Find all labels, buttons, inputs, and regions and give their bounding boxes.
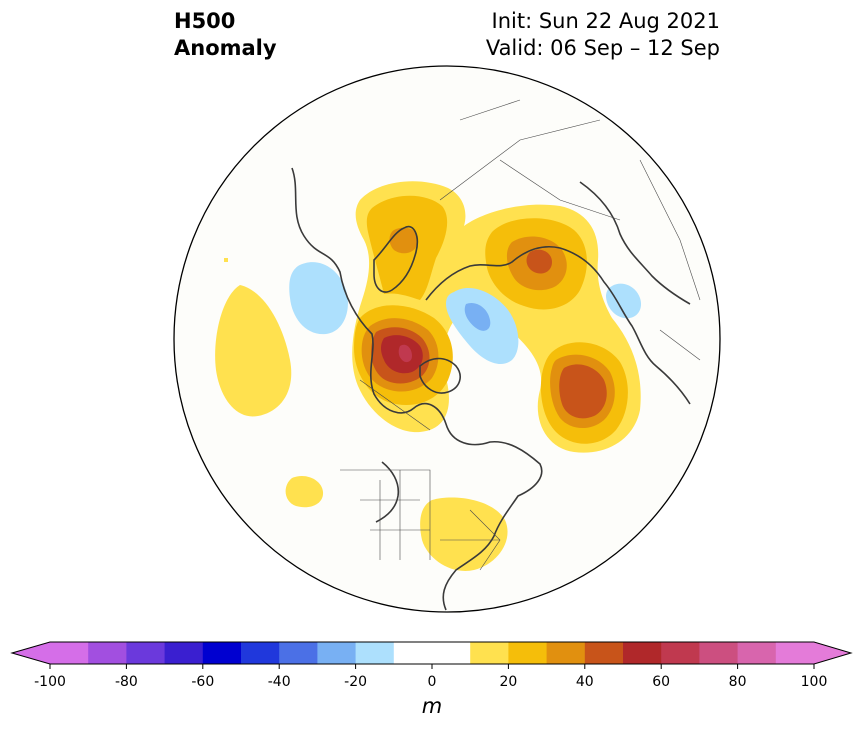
anomaly-gulf-alaska-10 xyxy=(215,285,292,417)
colorbar-segment xyxy=(432,642,471,664)
tiny-yellow-patch xyxy=(224,258,228,262)
colorbar-segment xyxy=(241,642,280,664)
colorbar-segment xyxy=(355,642,395,664)
colorbar-under-triangle xyxy=(12,642,50,664)
colorbar-segment xyxy=(699,642,739,664)
anomaly-north-atlantic-m20 xyxy=(289,262,348,335)
colorbar-segment xyxy=(50,642,89,664)
colorbar-segment xyxy=(202,642,242,664)
colorbar-tick-label: 60 xyxy=(652,674,671,690)
colorbar-unit: m xyxy=(421,694,443,718)
coast-hudson xyxy=(419,357,461,394)
colorbar-tick-label: 0 xyxy=(427,674,437,690)
map-boundary xyxy=(173,65,721,613)
colorbar-segment xyxy=(623,642,662,664)
colorbar-tick-label: 80 xyxy=(728,674,747,690)
colorbar-segment xyxy=(126,642,166,664)
coast-greenland xyxy=(373,225,419,293)
colorbar-tick-label: -60 xyxy=(191,674,215,690)
colorbar-segment xyxy=(470,642,509,664)
colorbar-over-triangle xyxy=(814,642,851,664)
anomaly-central-pacific-10 xyxy=(285,475,324,508)
colorbar-tick-label: -100 xyxy=(34,674,66,690)
anomaly-eastern-us-10 xyxy=(420,497,508,571)
colorbar-segment xyxy=(393,642,433,664)
title-right: Init: Sun 22 Aug 2021 Valid: 06 Sep – 12… xyxy=(486,8,720,62)
colorbar-segment xyxy=(317,642,357,664)
colorbar-segment xyxy=(661,642,700,664)
colorbar-segment xyxy=(279,642,318,664)
anomaly-east-asia-40 xyxy=(559,364,607,419)
colorbar xyxy=(10,641,853,669)
borders xyxy=(340,99,701,571)
title-anomaly: Anomaly xyxy=(174,36,277,60)
valid-range: Valid: 06 Sep – 12 Sep xyxy=(485,36,720,60)
colorbar-segment xyxy=(88,642,127,664)
colorbar-segment xyxy=(508,642,548,664)
colorbar-tick-label: 40 xyxy=(575,674,594,690)
colorbar-segment xyxy=(737,642,777,664)
polar-map xyxy=(173,65,721,613)
coast-siberia xyxy=(579,181,691,305)
anomaly-greenland-30 xyxy=(389,227,419,254)
colorbar-segment xyxy=(584,642,624,664)
coast-eurasia xyxy=(425,246,691,405)
colorbar-segment xyxy=(164,642,204,664)
anomaly-canada-60 xyxy=(398,344,412,363)
colorbar-segment xyxy=(546,642,586,664)
init-date: Init: Sun 22 Aug 2021 xyxy=(491,9,720,33)
colorbar-tick-label: -80 xyxy=(114,674,138,690)
title-left: H500 Anomaly xyxy=(174,8,277,62)
colorbar-tick-label: -20 xyxy=(344,674,368,690)
anomaly-east-siberia-m20 xyxy=(606,283,642,319)
coast-north-america xyxy=(291,167,543,611)
colorbar-tick-label: -40 xyxy=(267,674,291,690)
colorbar-tick-label: 20 xyxy=(499,674,518,690)
coastlines xyxy=(291,167,691,611)
colorbar-tick-label: 100 xyxy=(800,674,828,690)
anomaly-beaufort-m30 xyxy=(464,302,491,331)
title-h500: H500 xyxy=(174,9,236,33)
colorbar-segment xyxy=(775,642,815,664)
anomaly-russia-40 xyxy=(526,249,552,274)
